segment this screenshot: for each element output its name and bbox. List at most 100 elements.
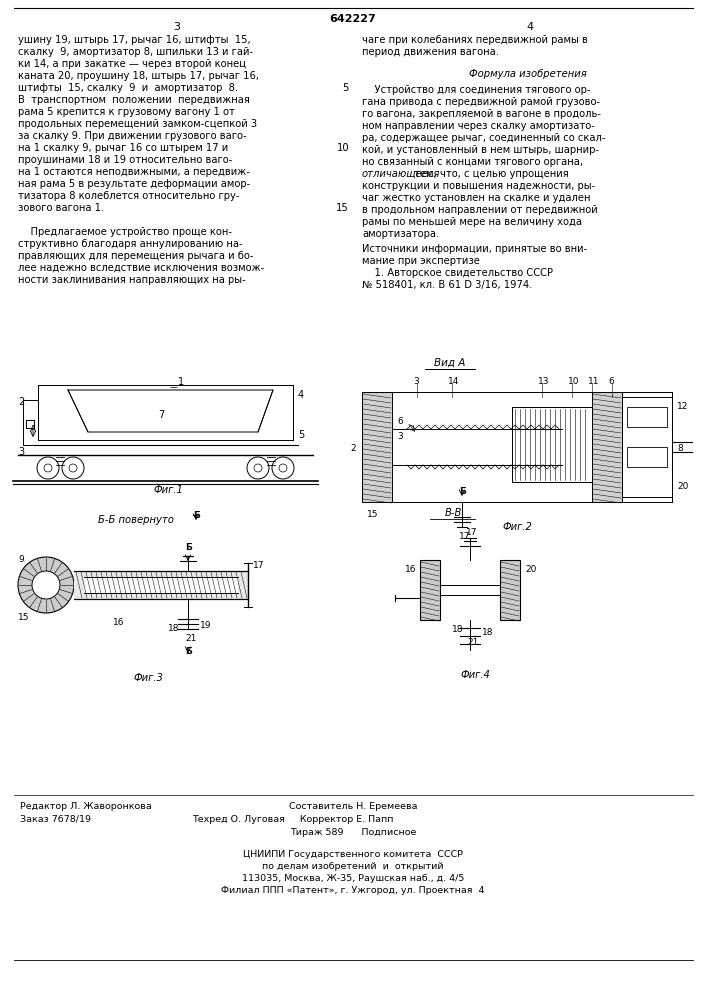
Text: за скалку 9. При движении грузового ваго-: за скалку 9. При движении грузового ваго… [18, 131, 247, 141]
Text: В-В: В-В [445, 508, 462, 518]
Text: 17: 17 [466, 528, 477, 537]
Text: ная рама 5 в результате деформации амор-: ная рама 5 в результате деформации амор- [18, 179, 250, 189]
Text: зового вагона 1.: зового вагона 1. [18, 203, 104, 213]
Text: Предлагаемое устройство проще кон-: Предлагаемое устройство проще кон- [18, 227, 232, 237]
Text: 17: 17 [459, 532, 470, 541]
Text: ра, содержащее рычаг, соединенный со скал-: ра, содержащее рычаг, соединенный со ска… [362, 133, 605, 143]
Text: отличающееся: отличающееся [362, 169, 440, 179]
Text: Тираж 589      Подписное: Тираж 589 Подписное [290, 828, 416, 837]
Text: 4: 4 [298, 390, 304, 400]
Text: Б: Б [459, 487, 466, 496]
Text: 16: 16 [113, 618, 124, 627]
Text: 10: 10 [568, 377, 580, 386]
Text: 113035, Москва, Ж-35, Раушская наб., д. 4/5: 113035, Москва, Ж-35, Раушская наб., д. … [242, 874, 464, 883]
Text: ности заклинивания направляющих на ры-: ности заклинивания направляющих на ры- [18, 275, 246, 285]
Text: го вагона, закрепляемой в вагоне в продоль-: го вагона, закрепляемой в вагоне в продо… [362, 109, 601, 119]
Text: на 1 остаются неподвижными, а передвиж-: на 1 остаются неподвижными, а передвиж- [18, 167, 250, 177]
Text: Фиг.3: Фиг.3 [133, 673, 163, 683]
Bar [622, 397, 672, 497]
Text: 1: 1 [178, 377, 184, 387]
Text: 1. Авторское свидетельство СССР: 1. Авторское свидетельство СССР [362, 268, 553, 278]
Text: мание при экспертизе: мание при экспертизе [362, 256, 480, 266]
Bar [362, 392, 392, 502]
Text: 13: 13 [538, 377, 549, 386]
Text: правляющих для перемещения рычага и бо-: правляющих для перемещения рычага и бо- [18, 251, 254, 261]
Text: 14: 14 [448, 377, 460, 386]
Text: 6: 6 [397, 417, 403, 426]
Text: Филиал ППП «Патент», г. Ужгород, ул. Проектная  4: Филиал ППП «Патент», г. Ужгород, ул. Про… [221, 886, 485, 895]
Text: 21: 21 [467, 638, 479, 647]
Text: ушину 19, штырь 17, рычаг 16, штифты  15,: ушину 19, штырь 17, рычаг 16, штифты 15, [18, 35, 250, 45]
Text: 20: 20 [525, 565, 537, 574]
Text: Заказ 7678/19: Заказ 7678/19 [20, 815, 91, 824]
Text: Фиг.4: Фиг.4 [460, 670, 490, 680]
Circle shape [32, 571, 60, 599]
Text: ки 14, а при закатке — через второй конец: ки 14, а при закатке — через второй коне… [18, 59, 246, 69]
Text: 9: 9 [18, 555, 24, 564]
Text: № 518401, кл. В 61 D 3/16, 1974.: № 518401, кл. В 61 D 3/16, 1974. [362, 280, 532, 290]
Text: скалку  9, амортизатор 8, шпильки 13 и гай-: скалку 9, амортизатор 8, шпильки 13 и га… [18, 47, 253, 57]
Text: Вид А: Вид А [434, 358, 466, 368]
Bar [627, 407, 667, 427]
Text: тизатора 8 колеблется относительно гру-: тизатора 8 колеблется относительно гру- [18, 191, 240, 201]
Text: 16: 16 [405, 565, 416, 574]
Text: но связанный с концами тягового органа,: но связанный с концами тягового органа, [362, 157, 583, 167]
Text: по делам изобретений  и  открытий: по делам изобретений и открытий [262, 862, 444, 871]
Text: 20: 20 [677, 482, 689, 491]
Text: А: А [30, 425, 36, 434]
Text: рама 5 крепится к грузовому вагону 1 от: рама 5 крепится к грузовому вагону 1 от [18, 107, 235, 117]
Text: Формула изобретения: Формула изобретения [469, 69, 586, 79]
Text: Составитель Н. Еремеева: Составитель Н. Еремеева [288, 802, 417, 811]
Text: структивно благодаря аннулированию на-: структивно благодаря аннулированию на- [18, 239, 243, 249]
Text: продольных перемещений замком-сцепкой 3: продольных перемещений замком-сцепкой 3 [18, 119, 257, 129]
Text: чаг жестко установлен на скалке и удален: чаг жестко установлен на скалке и удален [362, 193, 590, 203]
Text: проушинами 18 и 19 относительно ваго-: проушинами 18 и 19 относительно ваго- [18, 155, 233, 165]
Text: Б-Б повернуто: Б-Б повернуто [98, 515, 174, 525]
Text: ЦНИИПИ Государственного комитета  СССР: ЦНИИПИ Государственного комитета СССР [243, 850, 463, 859]
Text: в продольном направлении от передвижной: в продольном направлении от передвижной [362, 205, 597, 215]
Text: лее надежно вследствие исключения возмож-: лее надежно вследствие исключения возмож… [18, 263, 264, 273]
Text: конструкции и повышения надежности, ры-: конструкции и повышения надежности, ры- [362, 181, 595, 191]
Text: 17: 17 [253, 561, 264, 570]
Bar [420, 560, 440, 620]
Text: период движения вагона.: период движения вагона. [362, 47, 499, 57]
Text: гана привода с передвижной рамой грузово-: гана привода с передвижной рамой грузово… [362, 97, 600, 107]
Text: 11: 11 [588, 377, 600, 386]
Text: 19: 19 [200, 621, 211, 630]
Text: 15: 15 [367, 510, 378, 519]
Text: рамы по меньшей мере на величину хода: рамы по меньшей мере на величину хода [362, 217, 582, 227]
Bar [500, 560, 520, 620]
Text: Редактор Л. Жаворонкова: Редактор Л. Жаворонкова [20, 802, 152, 811]
Text: Техред О. Луговая     Корректор Е. Папп: Техред О. Луговая Корректор Е. Папп [192, 815, 394, 824]
Text: на 1 скалку 9, рычаг 16 со штырем 17 и: на 1 скалку 9, рычаг 16 со штырем 17 и [18, 143, 228, 153]
Text: 5: 5 [343, 83, 349, 93]
Text: 3: 3 [18, 447, 24, 457]
Text: Устройство для соединения тягового ор-: Устройство для соединения тягового ор- [362, 85, 590, 95]
Text: 4: 4 [527, 22, 534, 32]
Text: 5: 5 [298, 430, 304, 440]
Bar [84, 577, 238, 593]
Text: Б: Б [193, 511, 200, 520]
Text: 8: 8 [677, 444, 683, 453]
Text: 2: 2 [350, 444, 356, 453]
Text: чаге при колебаниях передвижной рамы в: чаге при колебаниях передвижной рамы в [362, 35, 588, 45]
Text: 3: 3 [173, 22, 180, 32]
Text: амортизатора.: амортизатора. [362, 229, 439, 239]
Text: 642227: 642227 [329, 14, 376, 24]
Text: 3: 3 [397, 432, 403, 441]
Text: 15: 15 [337, 203, 349, 213]
Bar [512, 407, 592, 482]
Text: Фиг.1: Фиг.1 [153, 485, 183, 495]
Text: Фиг.2: Фиг.2 [502, 522, 532, 532]
Text: каната 20, проушину 18, штырь 17, рычаг 16,: каната 20, проушину 18, штырь 17, рычаг … [18, 71, 259, 81]
Text: 21: 21 [185, 634, 197, 643]
Text: 18: 18 [452, 625, 464, 634]
Text: 7: 7 [158, 410, 164, 420]
Text: кой, и установленный в нем штырь, шарнир-: кой, и установленный в нем штырь, шарнир… [362, 145, 599, 155]
Text: 2: 2 [18, 397, 24, 407]
Text: штифты  15, скалку  9  и  амортизатор  8.: штифты 15, скалку 9 и амортизатор 8. [18, 83, 238, 93]
Text: ном направлении через скалку амортизато-: ном направлении через скалку амортизато- [362, 121, 595, 131]
Text: тем, что, с целью упрощения: тем, что, с целью упрощения [411, 169, 569, 179]
Text: 6: 6 [608, 377, 614, 386]
Text: Б: Б [185, 647, 192, 656]
